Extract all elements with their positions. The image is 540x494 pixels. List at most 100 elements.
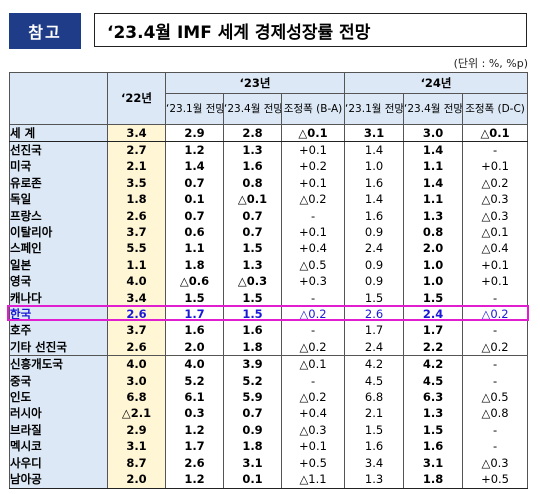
value-2022: 2.6 <box>107 207 166 225</box>
adjust-24: +0.1 <box>462 257 529 274</box>
value-23-jan: 1.5 <box>165 289 224 307</box>
value-23-jan: 1.8 <box>165 257 224 274</box>
country-name: 브라질 <box>9 422 108 439</box>
value-24-jan: 1.5 <box>344 422 405 439</box>
country-name: 세 계 <box>9 123 108 143</box>
adjust-24: △0.3 <box>462 454 529 472</box>
value-24-apr: 1.4 <box>403 175 464 192</box>
header-24-jan: ‘23.1월 전망 (C) <box>344 93 405 125</box>
value-2022: 2.6 <box>107 339 166 356</box>
table-row: 미국 2.1 1.4 1.6 +0.2 1.0 1.1 +0.1 <box>9 158 529 176</box>
value-2022: 1.8 <box>107 191 166 208</box>
adjust-23: △0.2 <box>280 389 346 406</box>
value-23-apr: 1.8 <box>223 438 282 455</box>
value-23-jan: 5.2 <box>165 372 224 390</box>
table-row: 중국 3.0 5.2 5.2-4.5 4.5- <box>9 372 529 390</box>
value-23-apr: 1.3 <box>223 141 282 159</box>
value-23-apr: 0.1 <box>223 471 282 489</box>
unit-label: (단위 : %, %p) <box>453 57 528 70</box>
value-2022: 1.1 <box>107 257 166 274</box>
table-row: 세 계 3.4 2.9 2.8 △0.1 3.1 3.0 △0.1 <box>9 123 529 143</box>
adjust-24: +0.5 <box>462 471 529 489</box>
value-23-jan: 0.6 <box>165 224 224 241</box>
value-23-apr: 0.7 <box>223 207 282 225</box>
value-23-apr: 3.9 <box>223 355 282 373</box>
value-2022: 3.5 <box>107 175 166 192</box>
value-23-apr: 1.6 <box>223 158 282 176</box>
table-row: 남아공 2.0 1.2 0.1 △1.1 1.3 1.8 +0.5 <box>9 471 529 489</box>
adjust-23: +0.1 <box>280 141 346 159</box>
header-2023: ‘23년 <box>164 72 346 94</box>
adjust-23: △0.1 <box>280 355 346 373</box>
value-23-apr: 0.9 <box>223 422 282 439</box>
header-23-adj: 조정폭 (B-A) <box>280 93 346 125</box>
adjust-24: △0.8 <box>462 405 529 423</box>
adjust-23: +0.4 <box>280 240 346 258</box>
value-23-jan: 6.1 <box>165 389 224 406</box>
table-row: 멕시코 3.1 1.7 1.8 +0.1 1.6 1.6- <box>9 438 529 455</box>
value-24-jan: 1.6 <box>344 207 405 225</box>
table-row: 영국 4.0 △0.6 △0.3 +0.3 0.9 1.0 +0.1 <box>9 273 529 290</box>
value-24-apr: 2.2 <box>403 339 464 356</box>
country-name: 선진국 <box>9 141 108 159</box>
value-23-apr: 1.5 <box>223 289 282 307</box>
table-row: 캐나다 3.4 1.5 1.5-1.5 1.5- <box>9 289 529 307</box>
value-23-apr: 0.7 <box>223 405 282 423</box>
header-24-adj: 조정폭 (D-C) <box>462 93 529 125</box>
value-2022: 4.0 <box>107 355 166 373</box>
table-row: 인도 6.8 6.1 5.9 △0.2 6.8 6.3 △0.5 <box>9 389 529 406</box>
value-24-apr: 1.1 <box>403 158 464 176</box>
value-2022: 2.1 <box>107 158 166 176</box>
value-23-jan: 1.1 <box>165 240 224 258</box>
value-23-jan: 0.3 <box>165 405 224 423</box>
value-24-jan: 3.1 <box>344 123 405 143</box>
value-2022: 3.0 <box>107 372 166 390</box>
value-24-jan: 1.4 <box>344 141 405 159</box>
value-2022: △2.1 <box>107 405 166 423</box>
value-23-jan: 1.2 <box>165 141 224 159</box>
value-23-apr: 1.5 <box>223 240 282 258</box>
table-row: 브라질 2.9 1.2 0.9 △0.3 1.5 1.5- <box>9 422 529 439</box>
adjust-24: △0.1 <box>462 123 529 143</box>
value-23-jan: 2.6 <box>165 454 224 472</box>
value-24-jan: 2.4 <box>344 240 405 258</box>
adjust-24: △0.2 <box>462 339 529 356</box>
value-24-apr: 1.3 <box>403 405 464 423</box>
value-24-apr: 1.6 <box>403 438 464 455</box>
value-23-apr: 3.1 <box>223 454 282 472</box>
value-2022: 3.4 <box>107 289 166 307</box>
value-24-apr: 3.0 <box>403 123 464 143</box>
value-24-apr: 1.5 <box>403 422 464 439</box>
value-23-apr: 1.5 <box>223 306 282 323</box>
value-24-jan: 1.7 <box>344 322 405 340</box>
value-23-apr: 2.8 <box>223 123 282 143</box>
value-24-jan: 3.4 <box>344 454 405 472</box>
adjust-23: +0.4 <box>280 405 346 423</box>
adjust-24: △0.3 <box>462 191 529 208</box>
value-24-jan: 2.6 <box>344 306 405 323</box>
value-24-jan: 4.2 <box>344 355 405 373</box>
value-23-jan: 1.7 <box>165 306 224 323</box>
adjust-23: +0.1 <box>280 438 346 455</box>
country-name: 한국 <box>9 306 108 323</box>
header-23-jan: ‘23.1월 전망 (A) <box>165 93 224 125</box>
adjust-23: △1.1 <box>280 471 346 489</box>
country-name: 멕시코 <box>9 438 108 455</box>
value-24-apr: 1.0 <box>403 273 464 290</box>
value-2022: 3.4 <box>107 123 166 143</box>
value-24-apr: 1.0 <box>403 257 464 274</box>
value-24-apr: 0.8 <box>403 224 464 241</box>
value-24-apr: 1.3 <box>403 207 464 225</box>
value-23-apr: 0.8 <box>223 175 282 192</box>
value-2022: 4.0 <box>107 273 166 290</box>
section-badge: 참고 <box>9 13 81 49</box>
value-23-apr: 5.2 <box>223 372 282 390</box>
value-2022: 3.7 <box>107 224 166 241</box>
value-23-jan: 4.0 <box>165 355 224 373</box>
value-24-jan: 0.9 <box>344 257 405 274</box>
adjust-24: - <box>462 322 529 340</box>
table-row: 사우디 8.7 2.6 3.1 +0.5 3.4 3.1 △0.3 <box>9 454 529 472</box>
table-row: 유로존 3.5 0.7 0.8 +0.1 1.6 1.4 △0.2 <box>9 175 529 192</box>
adjust-24: △0.4 <box>462 240 529 258</box>
adjust-24: - <box>462 289 529 307</box>
